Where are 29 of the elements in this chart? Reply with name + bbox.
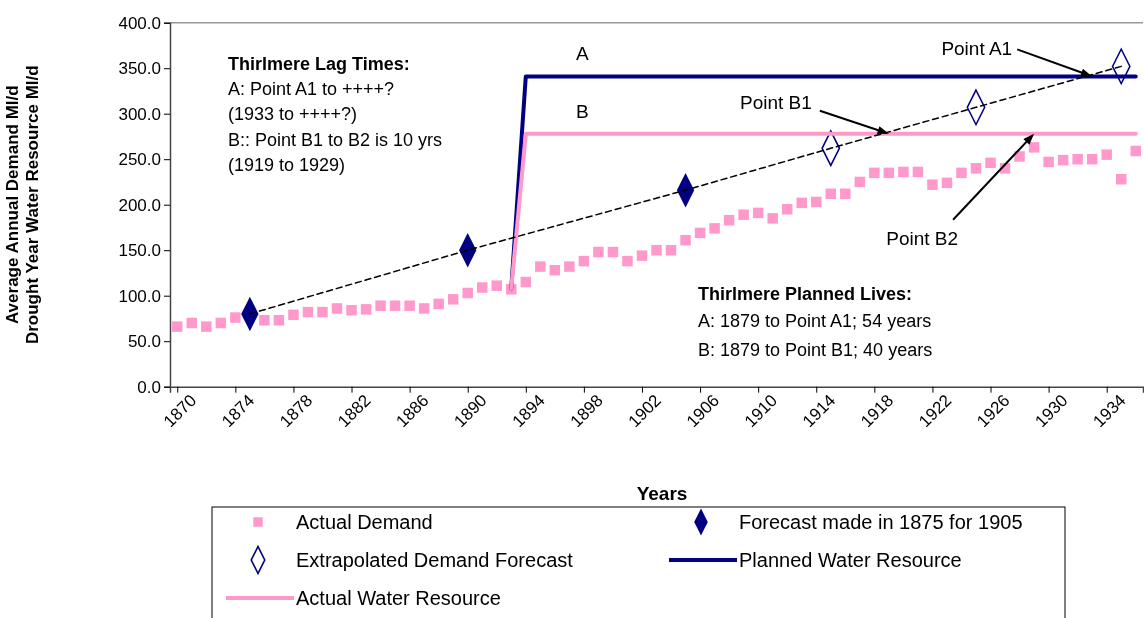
y-tick-label: 50.0 xyxy=(127,332,161,352)
annotation: A xyxy=(575,43,589,65)
annotation: Thirlmere Planned Lives: xyxy=(698,284,913,304)
y-tick-label: 350.0 xyxy=(118,59,161,79)
y-tick-label: 100.0 xyxy=(118,286,161,306)
legend-label: Actual Water Resource xyxy=(296,587,501,609)
legend-label: Forecast made in 1875 for 1905 xyxy=(739,511,1023,533)
y-axis-title: Average Annual Demand Ml/d Drought Year Water Resource Ml/d xyxy=(2,65,43,345)
annotation: Point A1 xyxy=(941,38,1013,60)
legend-label: Actual Demand xyxy=(296,511,433,533)
annotation: A: 1879 to Point A1; 54 years xyxy=(698,311,932,331)
y-tick-label: 150.0 xyxy=(118,241,161,261)
annotation: B:: Point B1 to B2 is 10 yrs xyxy=(228,130,443,150)
annotation: (1919 to 1929) xyxy=(228,155,346,175)
y-tick-label: 300.0 xyxy=(118,104,161,124)
y-tick-label: 400.0 xyxy=(118,13,161,33)
x-axis-title: Years xyxy=(636,483,688,504)
annotation: B xyxy=(575,100,589,122)
legend-label: Extrapolated Demand Forecast xyxy=(296,549,574,571)
annotation: B: 1879 to Point B1; 40 years xyxy=(698,340,933,360)
y-tick-label: 200.0 xyxy=(118,195,161,215)
annotation: Point B2 xyxy=(886,227,959,249)
annotation: Thirlmere Lag Times: xyxy=(228,54,410,74)
annotation: (1933 to ++++?) xyxy=(228,104,358,124)
y-tick-label: 0.0 xyxy=(137,377,161,397)
annotation: Point B1 xyxy=(740,91,812,113)
legend-label: Planned Water Resource xyxy=(739,549,962,571)
y-tick-label: 250.0 xyxy=(118,150,161,170)
annotation: A: Point A1 to ++++? xyxy=(228,79,395,99)
